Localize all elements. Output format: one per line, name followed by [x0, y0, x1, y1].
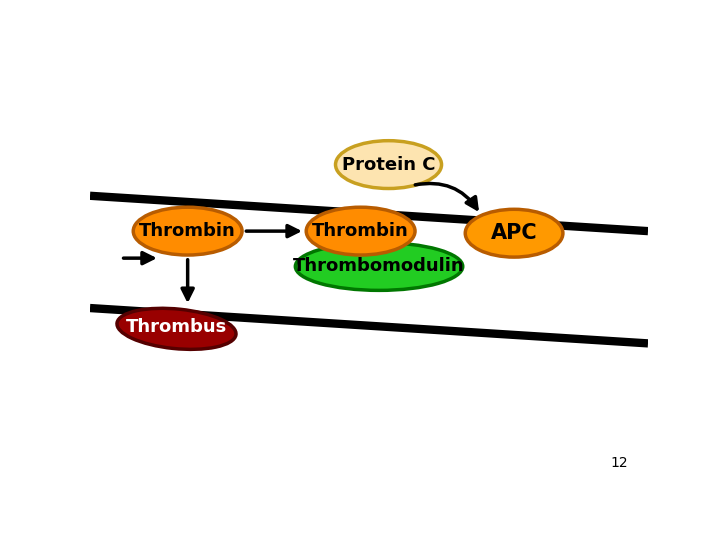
Ellipse shape — [295, 242, 463, 291]
Text: Thrombin: Thrombin — [139, 222, 236, 240]
Text: Thrombus: Thrombus — [126, 318, 227, 336]
Text: APC: APC — [491, 223, 537, 243]
Ellipse shape — [133, 207, 242, 255]
Text: Thrombomodulin: Thrombomodulin — [293, 258, 465, 275]
Ellipse shape — [306, 207, 415, 255]
Ellipse shape — [336, 141, 441, 188]
Ellipse shape — [117, 308, 236, 349]
Ellipse shape — [465, 210, 563, 257]
Text: Thrombin: Thrombin — [312, 222, 409, 240]
Text: Protein C: Protein C — [342, 156, 436, 173]
Text: 12: 12 — [611, 456, 629, 470]
